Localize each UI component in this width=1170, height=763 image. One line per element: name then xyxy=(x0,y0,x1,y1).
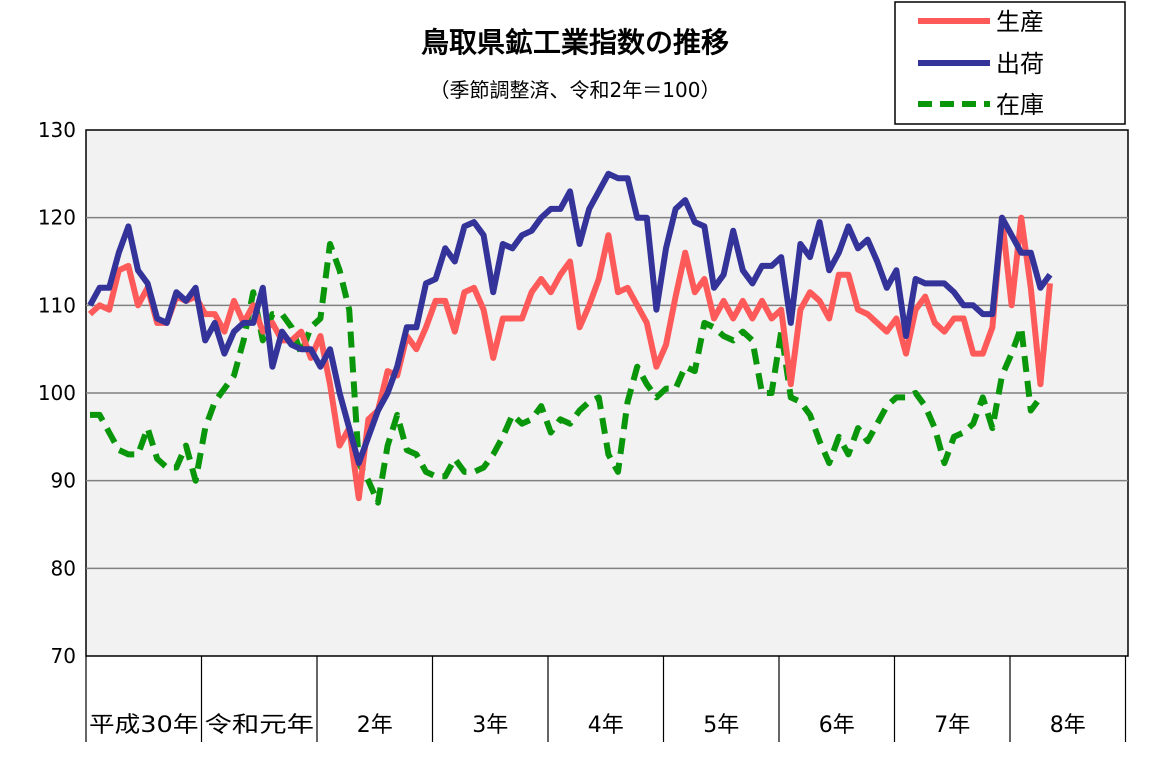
series-line-production xyxy=(87,214,1053,502)
x-axis: 平成30年 令和元年 2年 3年 4年 5年 6年 7年 8年 xyxy=(85,656,1127,742)
y-tick-label: 130 xyxy=(38,118,76,142)
x-tick-label: 6年 xyxy=(819,713,855,738)
x-tick-label: 2年 xyxy=(357,713,393,738)
y-tick-label: 90 xyxy=(51,469,76,493)
x-tick-label: 5年 xyxy=(703,713,739,738)
x-tick-label: 4年 xyxy=(588,713,624,738)
chart-subtitle: （季節調整済、令和2年＝100） xyxy=(430,78,721,102)
chart-title: 鳥取県鉱工業指数の推移 xyxy=(421,26,729,59)
legend-label-production: 生産 xyxy=(996,8,1044,36)
y-tick-label: 70 xyxy=(51,644,76,668)
x-tick-label: 8年 xyxy=(1050,713,1086,738)
x-tick-label: 令和元年 xyxy=(205,713,315,738)
y-axis-ticks: 130 120 110 100 90 80 70 xyxy=(38,118,76,668)
series-lines xyxy=(87,170,1053,506)
x-tick-label: 3年 xyxy=(472,713,508,738)
y-tick-label: 100 xyxy=(38,381,76,405)
y-tick-label: 110 xyxy=(38,293,76,317)
x-tick-label: 平成30年 xyxy=(89,713,199,738)
x-tick-label: 7年 xyxy=(934,713,970,738)
legend-label-inventory: 在庫 xyxy=(996,91,1044,119)
legend-label-shipment: 出荷 xyxy=(996,50,1044,78)
legend: 生産 出荷 在庫 xyxy=(894,1,1126,125)
series-line-shipment xyxy=(87,170,1053,467)
y-tick-label: 80 xyxy=(51,556,76,580)
y-tick-label: 120 xyxy=(38,206,76,230)
